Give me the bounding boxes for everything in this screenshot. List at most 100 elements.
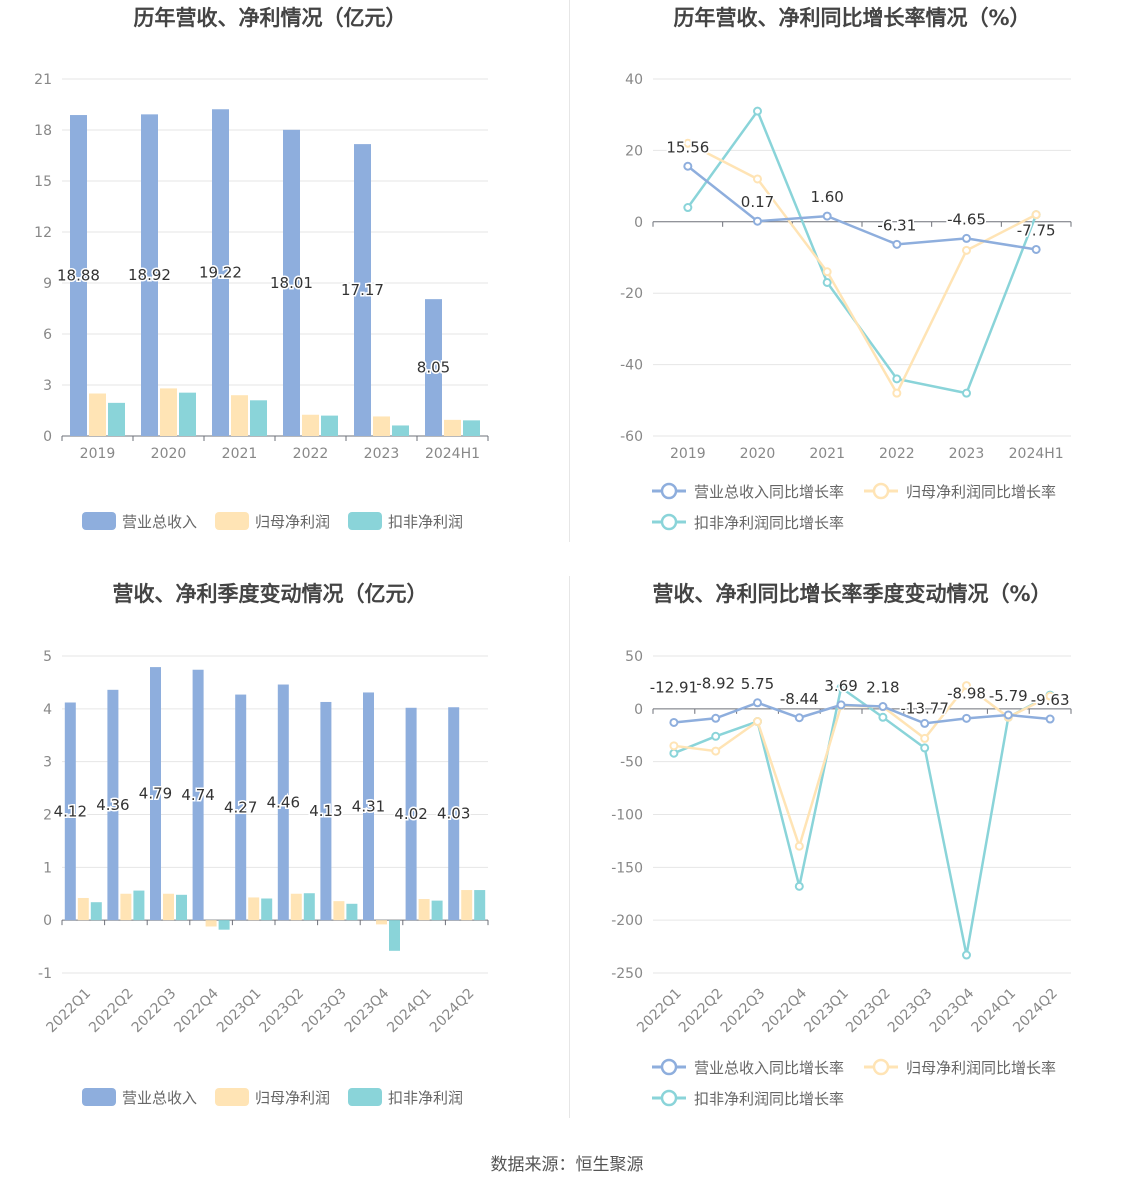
y-tick-label: 6 (43, 327, 52, 343)
data-point (794, 713, 804, 723)
bar-deducted-net-profit (346, 903, 358, 921)
bar-net-profit (89, 393, 106, 436)
bar-deducted-net-profit (463, 420, 480, 436)
data-label-revenue: 18.01 (270, 274, 313, 292)
legend-label: 归母净利润 (255, 513, 330, 531)
bar-deducted-net-profit (261, 898, 273, 921)
data-point (794, 841, 804, 851)
data-label-revenue-growth: 5.75 (741, 675, 774, 693)
data-label-revenue-growth: 1.60 (810, 188, 843, 206)
y-tick-label: -100 (611, 808, 643, 824)
y-tick-label: 0 (634, 702, 643, 718)
data-label-revenue-growth: -13.77 (901, 699, 949, 717)
x-tick-label: 2022Q2 (86, 986, 137, 1037)
bar-net-profit (231, 395, 248, 436)
quarterly-amount-chart-svg: 营收、净利季度变动情况（亿元）-10123452022Q12022Q22022Q… (38, 582, 489, 1107)
legend-swatch (82, 512, 116, 530)
quarterly-growth-chart: 营收、净利同比增长率季度变动情况（%） -250 -200 -150 -100 -50 0 5… (570, 576, 1134, 1136)
legend-label: 归母净利润 (255, 1089, 330, 1107)
data-point (962, 681, 971, 691)
x-tick-label: 2022Q3 (718, 986, 769, 1037)
x-tick-label: 2023Q1 (801, 986, 852, 1037)
y-tick-label: 21 (34, 72, 52, 88)
x-tick-label: 2023Q4 (927, 985, 978, 1036)
bar-net-profit (376, 920, 387, 925)
x-tick-label: 2023Q3 (885, 986, 936, 1037)
bar-net-profit (248, 897, 260, 921)
legend-swatch (215, 1088, 249, 1106)
annual-amount-chart-svg: 历年营收、净利情况（亿元） 0 3 6 9 12 15 18 21 2019 2020 2021 202… (34, 6, 489, 531)
bar-net-profit (418, 899, 430, 921)
y-tick-label: 50 (625, 649, 643, 665)
bar-deducted-net-profit (431, 900, 443, 921)
bar-net-profit (120, 893, 132, 921)
x-tick-label: 2024Q1 (384, 986, 435, 1037)
bar-revenue (320, 701, 332, 921)
data-label-revenue: 4.27 (224, 798, 257, 816)
data-label-revenue: 4.12 (54, 802, 87, 820)
x-tick-label: 2022 (293, 446, 329, 462)
data-point (878, 702, 888, 712)
legend-marker (872, 1058, 890, 1076)
x-tick-label: 2023Q4 (342, 985, 393, 1036)
data-label-revenue-growth: -4.65 (947, 210, 986, 228)
data-label-revenue: 4.79 (139, 785, 172, 803)
x-tick-label: 2022Q2 (676, 986, 727, 1037)
y-tick-label: -20 (620, 286, 643, 302)
data-label-revenue-growth: -12.91 (650, 678, 698, 696)
data-label-revenue-growth: 3.69 (824, 677, 857, 695)
legend-label: 扣非净利润同比增长率 (694, 514, 844, 532)
bar-revenue (405, 707, 417, 921)
y-tick-label: 3 (43, 378, 52, 394)
y-tick-label: 9 (43, 276, 52, 292)
x-tick-label: 2023Q2 (257, 986, 308, 1037)
x-tick-label: 2020 (151, 446, 187, 462)
legend-label: 扣非净利润同比增长率 (694, 1090, 844, 1108)
data-point (822, 267, 832, 277)
y-tick-label: 3 (43, 755, 52, 771)
annual-amount-chart: 历年营收、净利情况（亿元） 0 3 6 9 12 15 18 21 2019 2020 2021 202… (0, 0, 570, 560)
legend-swatch (82, 1088, 116, 1106)
x-tick-label: 2021 (809, 446, 845, 462)
bar-revenue (70, 115, 87, 436)
y-tick-label: -150 (611, 860, 643, 876)
y-tick-label: -200 (611, 913, 643, 929)
data-label-revenue: 8.05 (417, 359, 450, 377)
data-source-footer: 数据来源：恒生聚源 (490, 1155, 644, 1175)
panel-divider (569, 0, 570, 542)
data-point (962, 388, 971, 398)
data-point (683, 203, 693, 213)
legend-label: 营业总收入同比增长率 (694, 483, 844, 501)
data-point (962, 233, 971, 243)
bar-revenue (150, 667, 161, 921)
bar-net-profit (160, 388, 177, 436)
bar-net-profit (302, 414, 319, 436)
quarterly-growth-chart-svg: 营收、净利同比增长率季度变动情况（%） -250 -200 -150 -100 -50 0 5… (611, 582, 1072, 1108)
data-label-revenue: 17.17 (341, 281, 384, 299)
bar-deducted-net-profit (303, 893, 315, 921)
data-label-revenue-growth: -8.44 (780, 690, 819, 708)
bar-deducted-net-profit (218, 920, 230, 930)
legend-label: 扣非净利润 (388, 513, 463, 531)
data-point (753, 717, 762, 727)
data-label-revenue-growth: -7.75 (1017, 221, 1056, 239)
y-tick-label: 5 (43, 649, 52, 665)
y-tick-label: 2 (43, 808, 52, 824)
data-point (1031, 244, 1041, 254)
data-point (920, 718, 930, 728)
x-tick-label: 2019 (670, 446, 706, 462)
data-point (1031, 210, 1041, 220)
bar-deducted-net-profit (176, 894, 187, 921)
data-point (753, 106, 762, 116)
x-tick-label: 2022Q1 (44, 986, 95, 1037)
x-tick-label: 2023 (949, 446, 985, 462)
data-label-revenue-growth: -8.92 (696, 674, 735, 692)
data-point (822, 277, 832, 287)
x-tick-label: 2023 (364, 446, 400, 462)
bar-deducted-net-profit (108, 402, 125, 436)
bar-deducted-net-profit (250, 400, 267, 436)
data-label-revenue: 4.02 (394, 805, 427, 823)
bar-net-profit (444, 419, 461, 436)
data-point (878, 712, 888, 722)
bar-revenue (277, 684, 289, 921)
